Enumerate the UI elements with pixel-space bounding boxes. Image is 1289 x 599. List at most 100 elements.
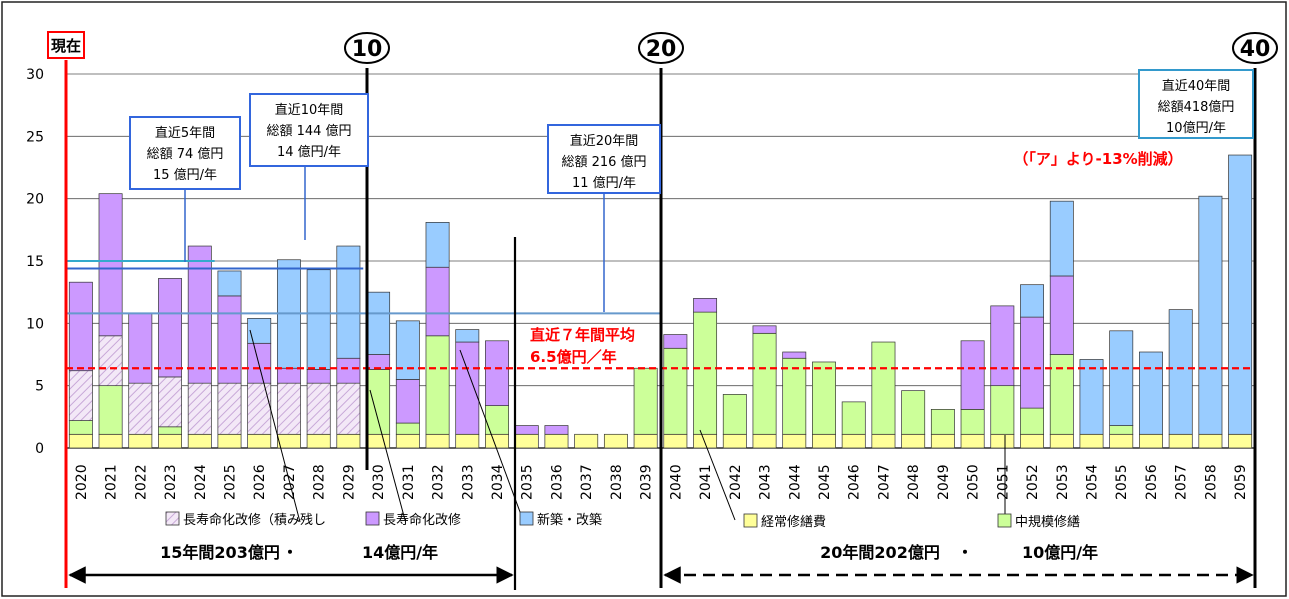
milestone-label: 20	[646, 37, 677, 62]
bar-chukibo	[930, 409, 955, 435]
callout-line2: 総額 144 億円	[266, 123, 351, 139]
bar-shinchiku	[1079, 359, 1104, 435]
callout-line2: 総額418億円	[1158, 99, 1235, 115]
bar-keijo	[217, 433, 242, 449]
y-tick-label: 20	[26, 192, 44, 208]
callout-box	[129, 116, 241, 190]
callout-line2: 総額 216 億円	[561, 154, 646, 170]
legend-label: 新築・改築	[537, 512, 602, 528]
bar-keijo	[544, 433, 569, 449]
x-tick-label: 2049	[936, 464, 952, 500]
x-tick-label: 2036	[549, 464, 565, 500]
callout-line3: 15 億円/年	[153, 167, 217, 183]
bar-shinchiku	[306, 269, 331, 370]
x-tick-label: 2030	[371, 464, 387, 500]
red-line-value: 6.5億円／年	[530, 348, 617, 366]
bar-shinchiku	[395, 320, 420, 380]
span-annual: 14億円/年	[362, 543, 438, 562]
x-tick-label: 2053	[1055, 464, 1071, 500]
x-tick-label: 2043	[758, 464, 774, 500]
bar-keijo	[1228, 433, 1253, 449]
bar-keijo	[485, 433, 509, 449]
bar-chukibo	[812, 361, 836, 435]
bar-shinchiku	[455, 329, 480, 343]
x-tick-label: 2032	[431, 464, 447, 500]
callout-line2: 総額 74 億円	[147, 146, 224, 162]
x-tick-label: 2057	[1174, 464, 1190, 500]
x-tick-label: 2024	[193, 464, 209, 500]
red-line-label: 直近７年間平均	[530, 326, 635, 344]
bar-nokoshi	[217, 382, 242, 435]
milestone-label: 40	[1240, 37, 1271, 62]
bar-nokoshi	[68, 370, 93, 421]
x-tick-label: 2045	[817, 464, 833, 500]
callout-line3: 11 億円/年	[572, 175, 636, 191]
x-tick-label: 2037	[579, 464, 595, 500]
bar-keijo	[960, 433, 985, 449]
x-tick-label: 2042	[728, 464, 744, 500]
bar-chukibo	[98, 385, 123, 435]
x-tick-label: 2039	[639, 464, 655, 500]
bar-chukibo	[1049, 354, 1074, 435]
x-tick-label: 2041	[698, 464, 714, 500]
bar-shinchiku	[425, 222, 450, 268]
span-total: 15年間203億円	[160, 543, 280, 562]
callout-line1: 直近20年間	[570, 134, 639, 149]
span-annual: 10億円/年	[1022, 543, 1098, 562]
x-tick-label: 2035	[520, 464, 536, 500]
bar-keijo	[336, 433, 361, 449]
bar-shinchiku	[1228, 154, 1253, 435]
bar-chojumyo	[128, 313, 153, 384]
bar-chojumyo	[395, 379, 420, 424]
legend-label: 経常修繕費	[761, 514, 826, 530]
x-tick-label: 2033	[460, 464, 476, 500]
bar-shinchiku	[1139, 351, 1163, 435]
bar-keijo	[663, 433, 688, 449]
bar-shinchiku	[217, 270, 242, 297]
bar-keijo	[752, 433, 777, 449]
bar-nokoshi	[336, 382, 361, 435]
callout-line1: 直近10年間	[275, 103, 344, 118]
x-tick-label: 2026	[252, 464, 268, 500]
bar-chukibo	[366, 369, 391, 435]
milestone-circle	[638, 32, 684, 64]
current-label: 現在	[51, 37, 81, 55]
bar-nokoshi	[187, 382, 212, 435]
bar-chojumyo	[485, 340, 509, 406]
callout-line1: 直近40年間	[1162, 79, 1231, 94]
x-tick-label: 2058	[1203, 464, 1219, 500]
callout-line3: 10億円/年	[1166, 120, 1226, 136]
bar-chojumyo	[425, 266, 450, 337]
x-tick-label: 2044	[787, 464, 803, 500]
bar-keijo	[1049, 433, 1074, 449]
bar-chukibo	[841, 401, 866, 435]
x-axis: 2020202120222023202420252026202720282029…	[74, 464, 1249, 500]
bar-keijo	[1020, 433, 1045, 449]
bar-nokoshi	[128, 382, 153, 435]
bar-keijo	[187, 433, 212, 449]
callout-box	[249, 93, 369, 167]
bar-chojumyo	[1020, 316, 1045, 409]
legend-leader	[369, 389, 406, 521]
bar-keijo	[1198, 433, 1223, 449]
callout-box	[547, 124, 661, 194]
bar-chukibo	[1109, 425, 1134, 435]
x-tick-label: 2056	[1144, 464, 1160, 500]
legend-label: 長寿命化改修（積み残し	[183, 512, 326, 528]
legend-swatch	[519, 511, 534, 526]
bar-nokoshi	[247, 382, 272, 435]
legend: 長寿命化改修（積み残し 長寿命化改修 新築・改築 経常修繕費 中規模修繕	[165, 511, 1080, 530]
span-dot: ・	[957, 543, 973, 562]
bar-chukibo	[960, 409, 985, 435]
bar-keijo	[901, 433, 926, 449]
bar-keijo	[158, 433, 182, 449]
bar-chukibo	[722, 394, 747, 435]
milestone-circle	[1232, 32, 1278, 64]
bar-keijo	[603, 433, 628, 449]
bar-keijo	[366, 433, 391, 449]
bar-chukibo	[693, 311, 718, 435]
callout-line1: 直近5年間	[155, 126, 215, 141]
bar-keijo	[693, 433, 718, 449]
bar-chojumyo	[68, 281, 93, 372]
